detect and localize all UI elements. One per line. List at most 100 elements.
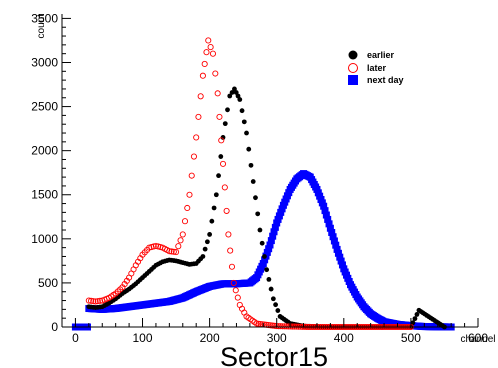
- data-point-later: [277, 323, 284, 330]
- data-point-next-day: [274, 215, 282, 223]
- data-point-earlier: [200, 254, 206, 259]
- axes-layer: [61, 14, 479, 328]
- data-point-later: [283, 323, 290, 330]
- data-point-next-day: [334, 249, 342, 257]
- data-point-later: [96, 297, 104, 304]
- data-point-later: [186, 191, 193, 198]
- data-point-later: [255, 320, 262, 327]
- data-point-later: [181, 218, 189, 225]
- data-point-next-day: [329, 233, 337, 241]
- data-point-next-day: [328, 228, 336, 236]
- data-point-earlier: [244, 130, 249, 136]
- data-point-later: [267, 322, 274, 329]
- series-later: [85, 37, 414, 331]
- data-point-later: [275, 323, 282, 330]
- x-tick-label: 600: [468, 331, 488, 345]
- data-point-later: [281, 323, 288, 330]
- data-point-earlier: [211, 205, 217, 211]
- data-point-earlier: [250, 179, 256, 184]
- data-point-next-day: [263, 248, 271, 256]
- data-point-later: [285, 323, 292, 330]
- data-point-next-day: [320, 202, 328, 210]
- data-point-later: [188, 172, 195, 179]
- data-point-later: [199, 72, 206, 79]
- data-point-later: [85, 297, 92, 304]
- labels-layer: 0 100 200 300 400 500 600 0 500 1000 1500 2000 2500 3…: [31, 11, 495, 368]
- legend-marker-next-day: [348, 75, 358, 85]
- data-point-later: [195, 113, 202, 120]
- series-next-day: [85, 170, 455, 331]
- y-tick-label: 0: [51, 320, 58, 334]
- data-point-later: [234, 294, 241, 301]
- legend-label-later: later: [367, 63, 387, 73]
- data-point-earlier: [255, 211, 261, 217]
- data-point-next-day: [266, 241, 274, 249]
- data-point-earlier: [204, 239, 210, 245]
- data-point-next-day: [261, 256, 269, 264]
- y-tick-label: 1000: [31, 232, 58, 246]
- data-point-next-day: [269, 232, 277, 240]
- data-point-earlier: [266, 276, 272, 282]
- data-point-later: [184, 204, 191, 212]
- x-tick-label: 300: [267, 331, 287, 345]
- data-point-earlier: [257, 227, 263, 233]
- data-point-next-day: [332, 241, 340, 249]
- data-point-later: [216, 113, 223, 120]
- data-point-earlier: [239, 108, 245, 114]
- legend-label-next-day: next day: [367, 75, 404, 85]
- data-point-next-day: [275, 212, 283, 220]
- data-point-next-day: [337, 257, 345, 265]
- data-point-earlier: [233, 90, 239, 95]
- y-tick-label: 3500: [31, 11, 58, 25]
- data-point-earlier: [262, 254, 267, 259]
- data-point-later: [279, 323, 286, 330]
- data-point-later: [201, 60, 208, 68]
- data-point-later: [205, 37, 212, 44]
- data-point-later: [175, 243, 182, 250]
- data-point-earlier: [275, 308, 281, 313]
- y-tick-label: 3000: [31, 55, 58, 69]
- data-point-earlier: [220, 135, 226, 140]
- data-point-earlier: [202, 246, 208, 252]
- chart-title: Sector15: [220, 342, 328, 368]
- data-point-later: [197, 93, 204, 100]
- y-tick-label: 2500: [31, 100, 58, 114]
- data-point-later: [90, 298, 97, 305]
- data-point-later: [271, 322, 278, 329]
- data-point-earlier: [237, 97, 243, 102]
- data-point-next-day: [336, 253, 344, 261]
- data-point-later: [207, 44, 214, 51]
- x-tick-label: 200: [200, 331, 220, 345]
- data-point-later: [223, 207, 230, 214]
- data-point-earlier: [213, 192, 219, 198]
- data-point-later: [221, 184, 228, 191]
- data-point-next-day: [267, 237, 275, 245]
- data-point-earlier: [268, 286, 274, 292]
- data-point-later: [230, 279, 237, 286]
- data-point-later: [219, 160, 227, 167]
- legend-marker-later: [348, 63, 358, 73]
- data-point-earlier: [216, 173, 221, 179]
- x-tick-label: 500: [401, 331, 421, 345]
- data-point-earlier: [412, 316, 418, 322]
- data-point-earlier: [225, 107, 230, 113]
- x-tick-label: 100: [133, 331, 153, 345]
- data-point-next-day: [330, 237, 338, 245]
- series-earlier: [86, 86, 447, 330]
- data-point-later: [177, 237, 184, 244]
- data-point-later: [209, 50, 217, 57]
- y-tick-label: 500: [38, 276, 58, 290]
- data-point-next-day: [326, 224, 334, 232]
- data-point-next-day: [322, 211, 330, 219]
- data-point-earlier: [227, 93, 233, 99]
- data-point-later: [227, 247, 234, 254]
- data-point-next-day: [278, 205, 286, 213]
- x-tick-label: 400: [334, 331, 354, 345]
- data-point-earlier: [232, 86, 237, 92]
- data-point-earlier: [248, 162, 254, 168]
- data-point-next-day: [333, 245, 341, 253]
- data-point-later: [265, 322, 272, 329]
- data-point-later: [190, 153, 198, 160]
- data-point-later: [179, 231, 186, 238]
